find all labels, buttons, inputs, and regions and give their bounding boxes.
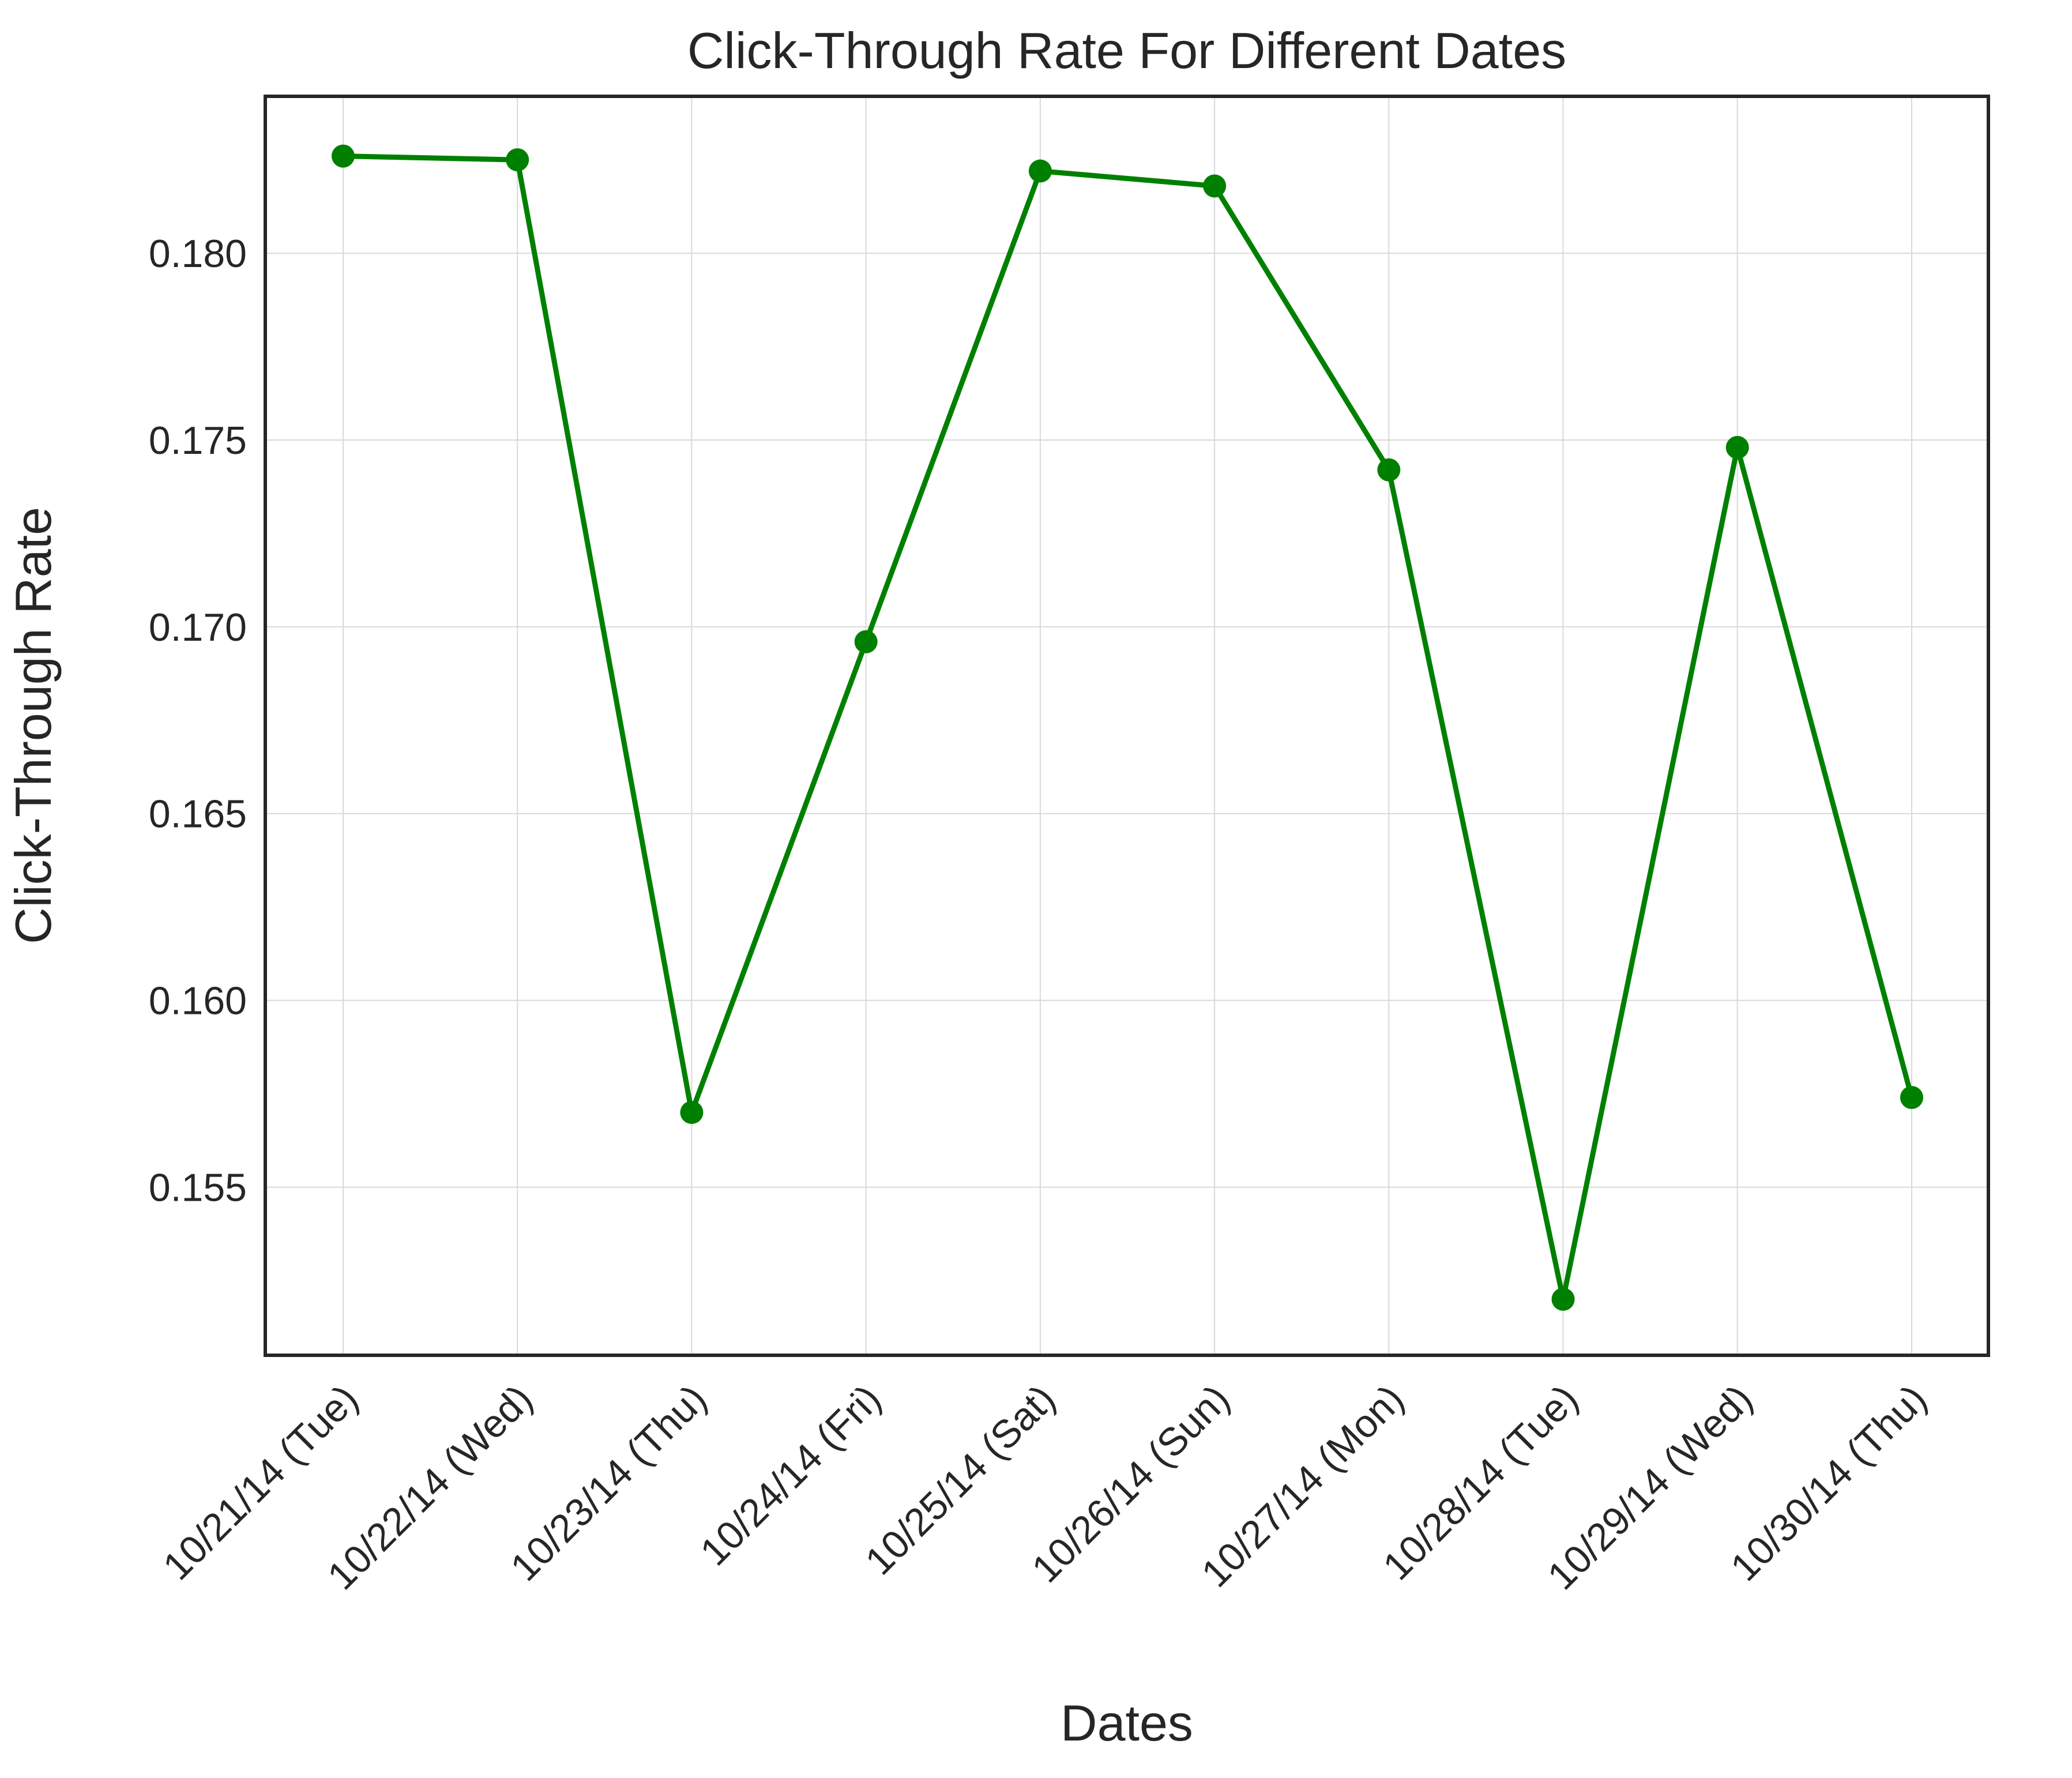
series-line [343, 153, 1915, 1302]
x-axis-label: Dates [1061, 1694, 1193, 1751]
data-point [1900, 1086, 1923, 1110]
y-tick-labels: 0.155 0.160 0.165 0.170 0.175 0.180 [149, 232, 247, 1209]
data-point [680, 1100, 704, 1124]
y-tick-label: 0.175 [149, 419, 247, 463]
data-point [1551, 1287, 1575, 1311]
y-tick-label: 0.170 [149, 606, 247, 649]
data-point [332, 144, 355, 168]
y-tick-label: 0.180 [149, 232, 247, 276]
series-layer [332, 144, 1923, 1311]
data-point [854, 630, 878, 653]
data-point [506, 148, 529, 172]
y-tick-label: 0.165 [149, 792, 247, 836]
data-point [1203, 174, 1227, 198]
y-tick-label: 0.155 [149, 1166, 247, 1210]
data-point [1028, 159, 1052, 183]
data-point [1725, 435, 1749, 459]
data-point [1377, 458, 1401, 482]
y-axis-label: Click-Through Rate [5, 507, 62, 944]
plot-frame [264, 95, 1990, 1357]
y-tick-label: 0.160 [149, 979, 247, 1023]
chart-title: Click-Through Rate For Different Dates [687, 22, 1566, 79]
